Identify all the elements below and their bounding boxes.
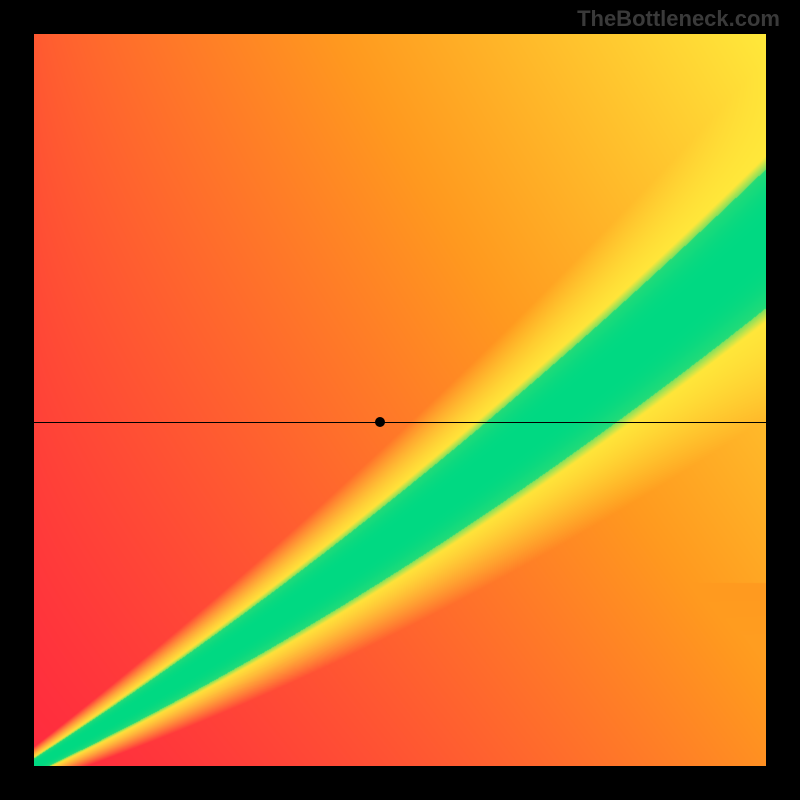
heatmap-canvas bbox=[34, 34, 766, 766]
watermark-text: TheBottleneck.com bbox=[577, 6, 780, 32]
heatmap-plot-area bbox=[34, 34, 766, 766]
crosshair-horizontal bbox=[34, 422, 766, 423]
crosshair-marker-dot bbox=[375, 417, 385, 427]
